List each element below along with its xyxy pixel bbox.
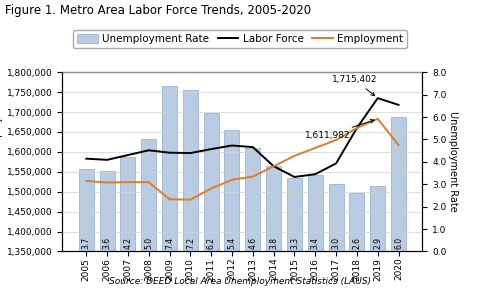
Text: 3.7: 3.7 <box>82 237 91 249</box>
Text: Figure 1. Metro Area Labor Force Trends, 2005-2020: Figure 1. Metro Area Labor Force Trends,… <box>5 4 311 17</box>
Bar <box>225 130 240 251</box>
Bar <box>308 175 323 251</box>
Bar <box>349 193 364 251</box>
Text: 5.0: 5.0 <box>144 237 153 249</box>
Text: 3.3: 3.3 <box>290 237 299 249</box>
Bar <box>370 186 385 251</box>
Text: 1,611,982: 1,611,982 <box>305 119 374 140</box>
Text: 3.8: 3.8 <box>269 237 278 249</box>
Text: 2.6: 2.6 <box>352 237 361 249</box>
Text: 7.2: 7.2 <box>186 237 195 249</box>
Bar <box>120 157 135 251</box>
Bar <box>329 184 344 251</box>
Bar <box>391 117 406 251</box>
Text: 7.4: 7.4 <box>165 237 174 249</box>
Text: 1,715,402: 1,715,402 <box>332 75 377 96</box>
Text: Source: DEED Local Area Unemployment Statistics (LAUS): Source: DEED Local Area Unemployment Sta… <box>109 277 371 286</box>
Legend: Unemployment Rate, Labor Force, Employment: Unemployment Rate, Labor Force, Employme… <box>73 30 407 48</box>
Bar <box>204 112 219 251</box>
Y-axis label: Unemployment Rate: Unemployment Rate <box>448 112 457 212</box>
Bar <box>183 90 198 251</box>
Bar <box>245 149 260 251</box>
Bar <box>99 171 115 251</box>
Text: 3.0: 3.0 <box>332 237 341 249</box>
Text: 4.6: 4.6 <box>248 237 257 249</box>
Bar <box>287 177 302 251</box>
Text: 5.4: 5.4 <box>228 237 237 249</box>
Text: 6.2: 6.2 <box>207 237 216 249</box>
Text: 3.6: 3.6 <box>103 237 111 249</box>
Text: 4.2: 4.2 <box>123 237 132 249</box>
Y-axis label: Labor Force and Employment: Labor Force and Employment <box>0 90 3 234</box>
Bar <box>266 166 281 251</box>
Bar <box>162 86 177 251</box>
Text: 3.4: 3.4 <box>311 237 320 249</box>
Text: 2.9: 2.9 <box>373 237 382 249</box>
Text: 6.0: 6.0 <box>394 237 403 249</box>
Bar <box>141 139 156 251</box>
Bar <box>79 168 94 251</box>
